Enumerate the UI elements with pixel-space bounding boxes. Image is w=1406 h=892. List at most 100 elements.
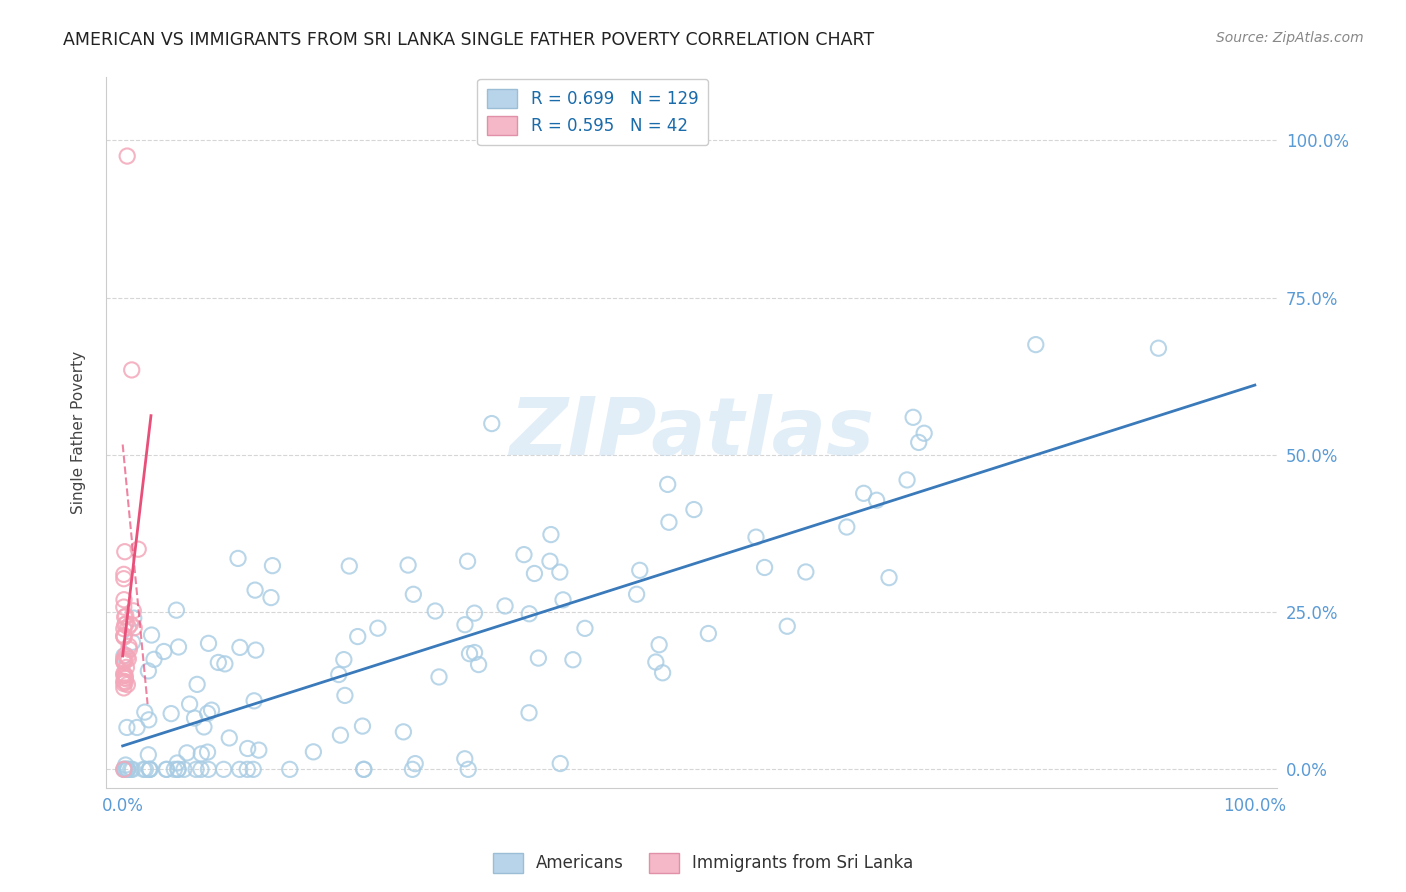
- Point: [115, 616, 138, 631]
- Point: [242, 763, 264, 777]
- Point: [523, 566, 546, 581]
- Point: [648, 638, 671, 652]
- Point: [458, 647, 481, 661]
- Point: [404, 756, 426, 771]
- Point: [114, 610, 136, 624]
- Point: [353, 763, 375, 777]
- Point: [112, 600, 135, 615]
- Point: [112, 655, 135, 669]
- Point: [121, 363, 143, 377]
- Point: [260, 591, 283, 605]
- Point: [328, 667, 350, 681]
- Point: [120, 617, 142, 632]
- Point: [337, 559, 360, 574]
- Legend: Americans, Immigrants from Sri Lanka: Americans, Immigrants from Sri Lanka: [486, 847, 920, 880]
- Point: [197, 706, 219, 721]
- Point: [190, 763, 212, 777]
- Point: [112, 592, 135, 607]
- Point: [117, 763, 139, 777]
- Point: [247, 743, 270, 757]
- Y-axis label: Single Father Poverty: Single Father Poverty: [72, 351, 86, 515]
- Point: [333, 689, 356, 703]
- Point: [167, 763, 190, 777]
- Point: [517, 607, 540, 621]
- Point: [548, 565, 571, 579]
- Point: [901, 410, 924, 425]
- Point: [112, 652, 135, 666]
- Point: [776, 619, 799, 633]
- Point: [112, 676, 135, 690]
- Point: [112, 655, 135, 669]
- Point: [229, 640, 252, 655]
- Point: [207, 656, 229, 670]
- Point: [396, 558, 419, 572]
- Point: [352, 719, 374, 733]
- Text: ZIPatlas: ZIPatlas: [509, 394, 875, 472]
- Point: [457, 554, 479, 568]
- Point: [657, 477, 679, 491]
- Point: [353, 763, 375, 777]
- Point: [865, 493, 887, 508]
- Point: [683, 502, 706, 516]
- Point: [153, 644, 176, 658]
- Point: [114, 609, 136, 624]
- Point: [540, 527, 562, 541]
- Point: [912, 426, 935, 441]
- Point: [457, 763, 479, 777]
- Point: [114, 763, 136, 777]
- Point: [186, 677, 208, 691]
- Point: [143, 652, 166, 666]
- Point: [141, 628, 163, 642]
- Point: [138, 713, 160, 727]
- Point: [794, 565, 817, 579]
- Point: [835, 520, 858, 534]
- Point: [114, 668, 136, 682]
- Point: [1025, 337, 1047, 351]
- Point: [896, 473, 918, 487]
- Point: [197, 745, 219, 759]
- Point: [236, 741, 259, 756]
- Point: [112, 666, 135, 681]
- Point: [346, 630, 368, 644]
- Point: [112, 628, 135, 642]
- Point: [114, 672, 136, 686]
- Point: [183, 711, 205, 725]
- Point: [115, 650, 138, 665]
- Point: [112, 572, 135, 586]
- Point: [117, 652, 139, 666]
- Point: [112, 763, 135, 777]
- Point: [115, 149, 138, 163]
- Point: [155, 763, 177, 777]
- Point: [122, 604, 145, 618]
- Point: [114, 675, 136, 690]
- Point: [139, 763, 162, 777]
- Point: [112, 681, 135, 695]
- Point: [481, 417, 503, 431]
- Point: [651, 665, 673, 680]
- Point: [114, 617, 136, 632]
- Point: [425, 604, 447, 618]
- Point: [200, 703, 222, 717]
- Point: [243, 583, 266, 598]
- Point: [907, 435, 929, 450]
- Point: [197, 636, 219, 650]
- Point: [138, 664, 160, 678]
- Point: [278, 763, 301, 777]
- Point: [138, 763, 160, 777]
- Point: [114, 545, 136, 559]
- Point: [392, 724, 415, 739]
- Point: [454, 617, 477, 632]
- Point: [193, 720, 215, 734]
- Point: [112, 648, 135, 663]
- Point: [302, 745, 325, 759]
- Point: [745, 530, 768, 544]
- Point: [464, 646, 486, 660]
- Text: Source: ZipAtlas.com: Source: ZipAtlas.com: [1216, 31, 1364, 45]
- Point: [121, 635, 143, 649]
- Point: [367, 621, 389, 635]
- Point: [212, 763, 235, 777]
- Point: [517, 706, 540, 720]
- Point: [626, 587, 648, 601]
- Point: [114, 758, 136, 772]
- Point: [132, 763, 155, 777]
